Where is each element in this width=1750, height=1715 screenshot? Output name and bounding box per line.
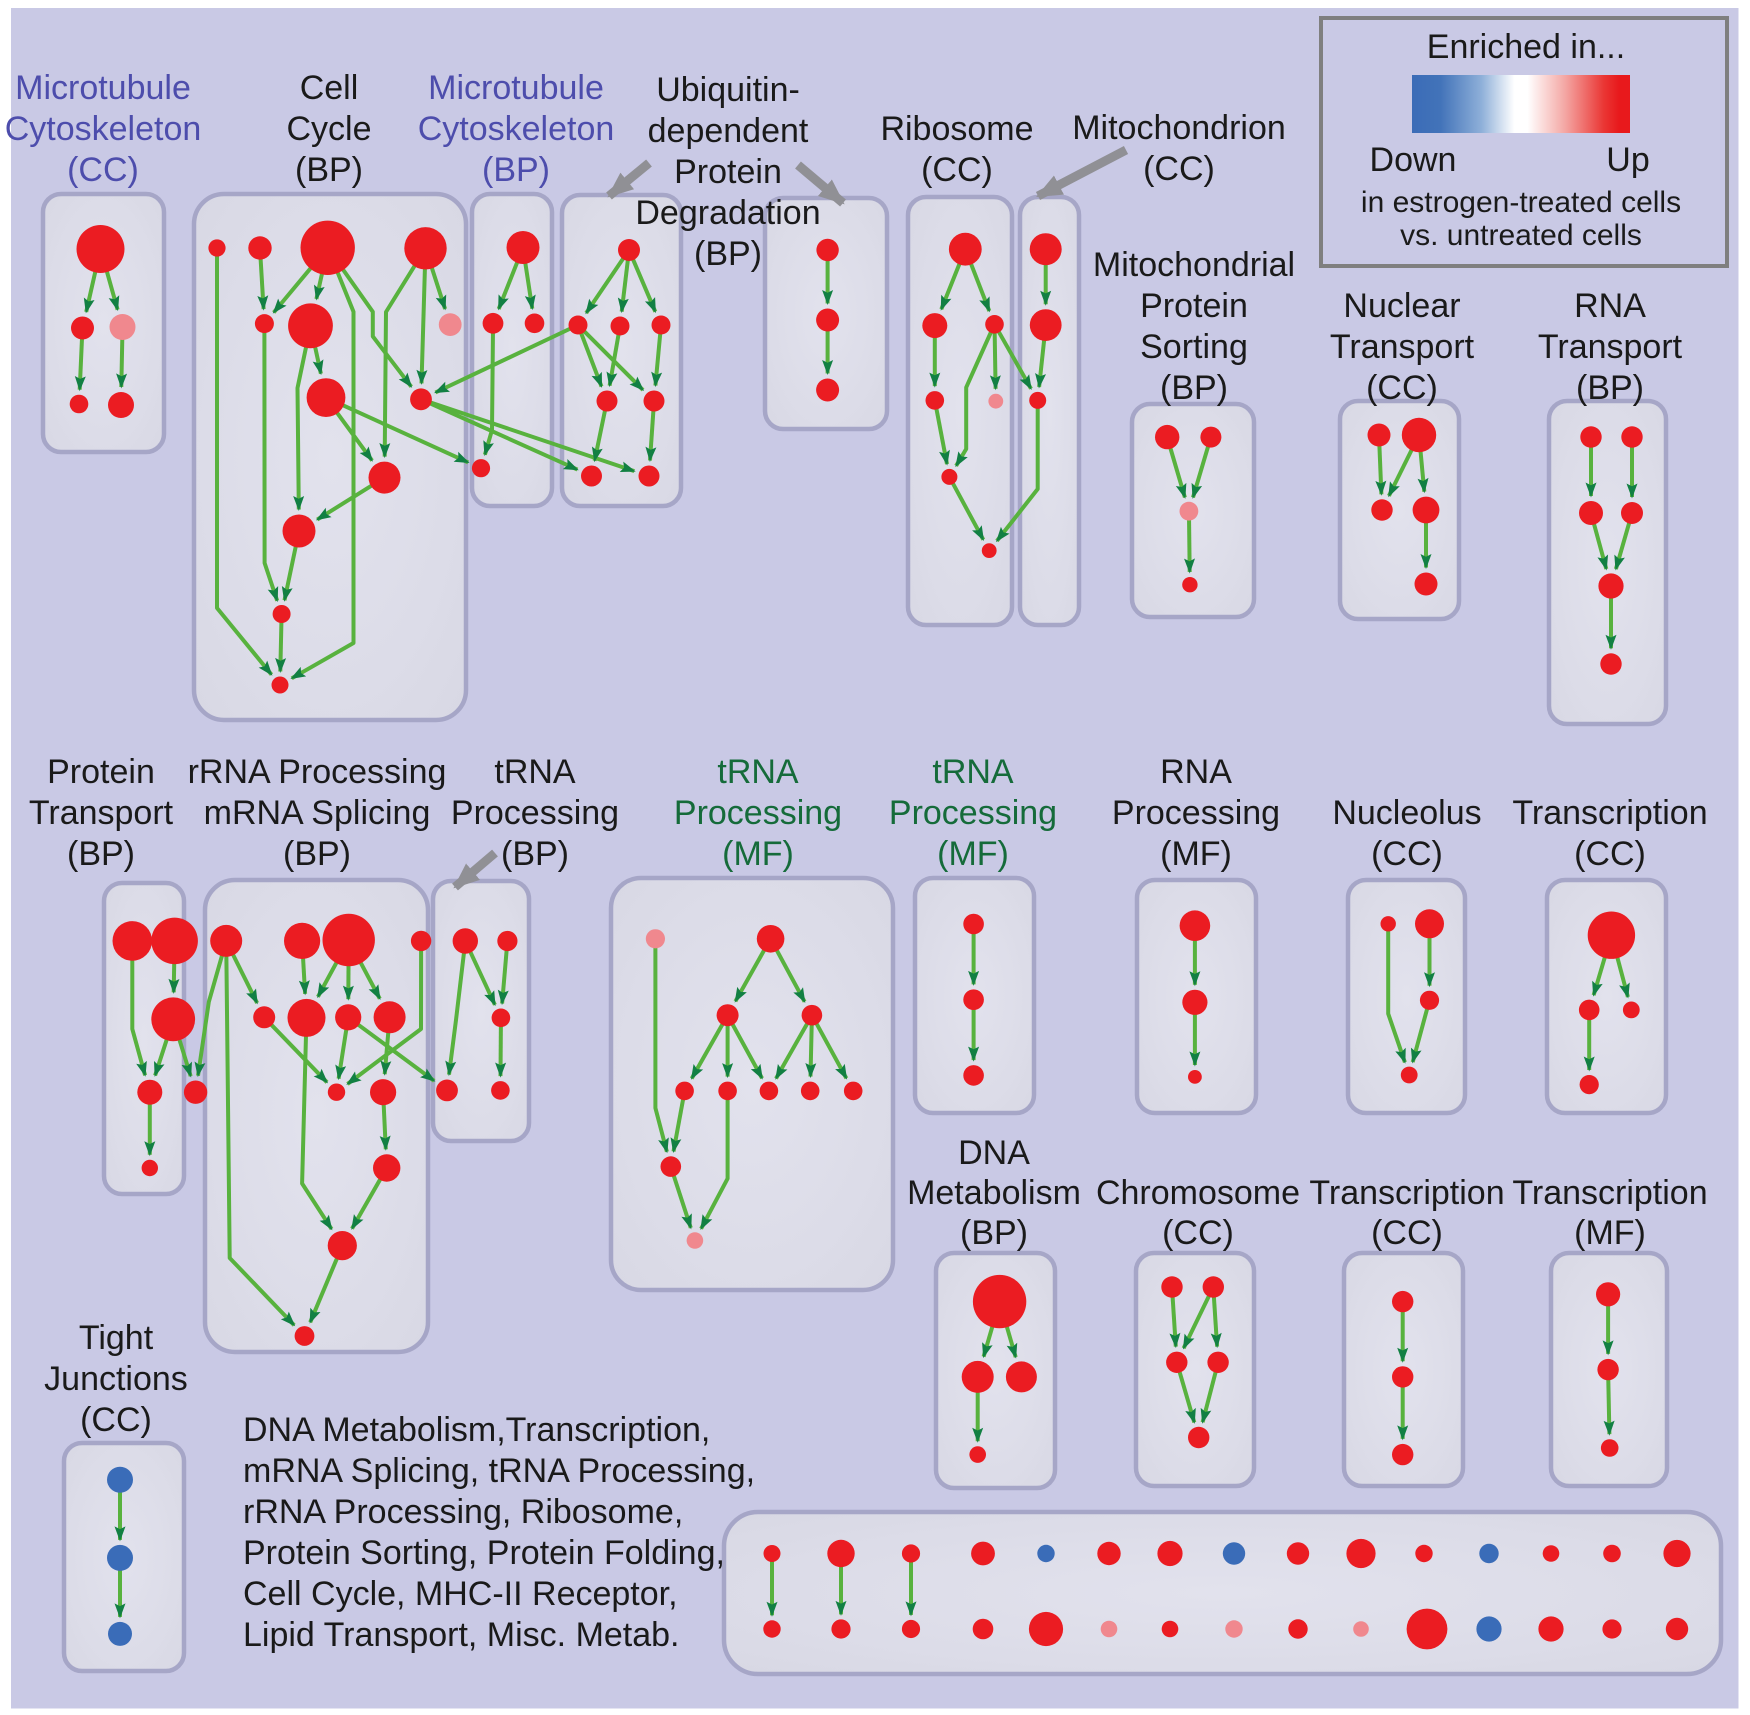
svg-text:Ubiquitin-: Ubiquitin- bbox=[656, 71, 800, 109]
svg-text:tRNA: tRNA bbox=[494, 753, 576, 791]
svg-text:Microtubule: Microtubule bbox=[15, 69, 191, 107]
svg-text:Cytoskeleton: Cytoskeleton bbox=[418, 110, 615, 148]
svg-text:Degradation: Degradation bbox=[635, 194, 820, 232]
svg-text:Protein: Protein bbox=[47, 753, 155, 791]
svg-text:Tight: Tight bbox=[79, 1319, 154, 1357]
svg-text:mRNA Splicing: mRNA Splicing bbox=[204, 794, 431, 832]
svg-text:Processing: Processing bbox=[889, 794, 1057, 832]
svg-text:(BP): (BP) bbox=[67, 835, 135, 873]
svg-text:(CC): (CC) bbox=[1162, 1214, 1234, 1252]
svg-text:(BP): (BP) bbox=[501, 835, 569, 873]
svg-text:(CC): (CC) bbox=[1366, 369, 1438, 407]
svg-text:(BP): (BP) bbox=[283, 835, 351, 873]
svg-text:Ribosome: Ribosome bbox=[880, 110, 1033, 148]
svg-text:Transcription: Transcription bbox=[1309, 1174, 1504, 1212]
svg-text:Enriched in...: Enriched in... bbox=[1427, 28, 1625, 66]
svg-text:Cell: Cell bbox=[300, 69, 359, 107]
svg-text:Mitochondrion: Mitochondrion bbox=[1072, 109, 1286, 147]
svg-text:Transport: Transport bbox=[29, 794, 174, 832]
svg-text:Up: Up bbox=[1606, 141, 1649, 179]
svg-text:Transcription: Transcription bbox=[1512, 794, 1707, 832]
svg-text:rRNA Processing: rRNA Processing bbox=[188, 753, 447, 791]
svg-text:dependent: dependent bbox=[648, 112, 809, 150]
svg-text:(CC): (CC) bbox=[1574, 835, 1646, 873]
svg-text:(MF): (MF) bbox=[722, 835, 794, 873]
svg-text:(CC): (CC) bbox=[67, 151, 139, 189]
svg-text:RNA: RNA bbox=[1574, 287, 1646, 325]
svg-text:in estrogen-treated cells: in estrogen-treated cells bbox=[1361, 186, 1681, 219]
svg-text:Nuclear: Nuclear bbox=[1343, 287, 1460, 325]
svg-text:Metabolism: Metabolism bbox=[907, 1174, 1081, 1212]
svg-text:(MF): (MF) bbox=[937, 835, 1009, 873]
svg-text:rRNA Processing, Ribosome,: rRNA Processing, Ribosome, bbox=[243, 1493, 683, 1531]
svg-text:Cell Cycle, MHC-II Receptor,: Cell Cycle, MHC-II Receptor, bbox=[243, 1575, 678, 1613]
svg-text:vs. untreated cells: vs. untreated cells bbox=[1400, 219, 1642, 252]
svg-text:Protein: Protein bbox=[674, 153, 782, 191]
svg-text:(BP): (BP) bbox=[1576, 369, 1644, 407]
svg-text:(MF): (MF) bbox=[1574, 1214, 1646, 1252]
svg-text:(CC): (CC) bbox=[1371, 835, 1443, 873]
svg-text:Protein: Protein bbox=[1140, 287, 1248, 325]
svg-text:Transcription: Transcription bbox=[1512, 1174, 1707, 1212]
svg-text:Mitochondrial: Mitochondrial bbox=[1093, 246, 1295, 284]
svg-text:Protein Sorting, Protein Foldi: Protein Sorting, Protein Folding, bbox=[243, 1534, 725, 1572]
svg-text:Processing: Processing bbox=[674, 794, 842, 832]
svg-text:Processing: Processing bbox=[451, 794, 619, 832]
svg-text:(BP): (BP) bbox=[694, 235, 762, 273]
svg-text:(CC): (CC) bbox=[80, 1401, 152, 1439]
svg-text:Microtubule: Microtubule bbox=[428, 69, 604, 107]
svg-text:Cycle: Cycle bbox=[286, 110, 371, 148]
svg-text:tRNA: tRNA bbox=[932, 753, 1014, 791]
svg-text:Transport: Transport bbox=[1538, 328, 1683, 366]
svg-text:Down: Down bbox=[1370, 141, 1457, 179]
svg-text:Processing: Processing bbox=[1112, 794, 1280, 832]
svg-text:(CC): (CC) bbox=[1143, 150, 1215, 188]
svg-text:(BP): (BP) bbox=[1160, 369, 1228, 407]
svg-text:DNA: DNA bbox=[958, 1134, 1030, 1172]
svg-text:tRNA: tRNA bbox=[717, 753, 799, 791]
svg-text:DNA Metabolism,Transcription,: DNA Metabolism,Transcription, bbox=[243, 1411, 710, 1449]
svg-text:Chromosome: Chromosome bbox=[1096, 1174, 1300, 1212]
svg-text:RNA: RNA bbox=[1160, 753, 1232, 791]
svg-text:Cytoskeleton: Cytoskeleton bbox=[5, 110, 202, 148]
svg-text:Transport: Transport bbox=[1330, 328, 1475, 366]
svg-text:mRNA Splicing, tRNA Processing: mRNA Splicing, tRNA Processing, bbox=[243, 1452, 755, 1490]
svg-text:(BP): (BP) bbox=[960, 1214, 1028, 1252]
svg-text:(BP): (BP) bbox=[295, 151, 363, 189]
svg-text:(CC): (CC) bbox=[1371, 1214, 1443, 1252]
svg-text:Nucleolus: Nucleolus bbox=[1332, 794, 1481, 832]
svg-text:Junctions: Junctions bbox=[44, 1360, 188, 1398]
svg-text:Lipid Transport, Misc. Metab.: Lipid Transport, Misc. Metab. bbox=[243, 1616, 680, 1654]
svg-text:Sorting: Sorting bbox=[1140, 328, 1248, 366]
svg-text:(MF): (MF) bbox=[1160, 835, 1232, 873]
svg-text:(BP): (BP) bbox=[482, 151, 550, 189]
svg-text:(CC): (CC) bbox=[921, 151, 993, 189]
